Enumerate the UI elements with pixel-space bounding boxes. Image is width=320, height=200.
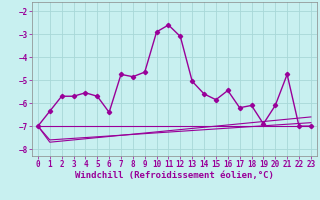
X-axis label: Windchill (Refroidissement éolien,°C): Windchill (Refroidissement éolien,°C) — [75, 171, 274, 180]
